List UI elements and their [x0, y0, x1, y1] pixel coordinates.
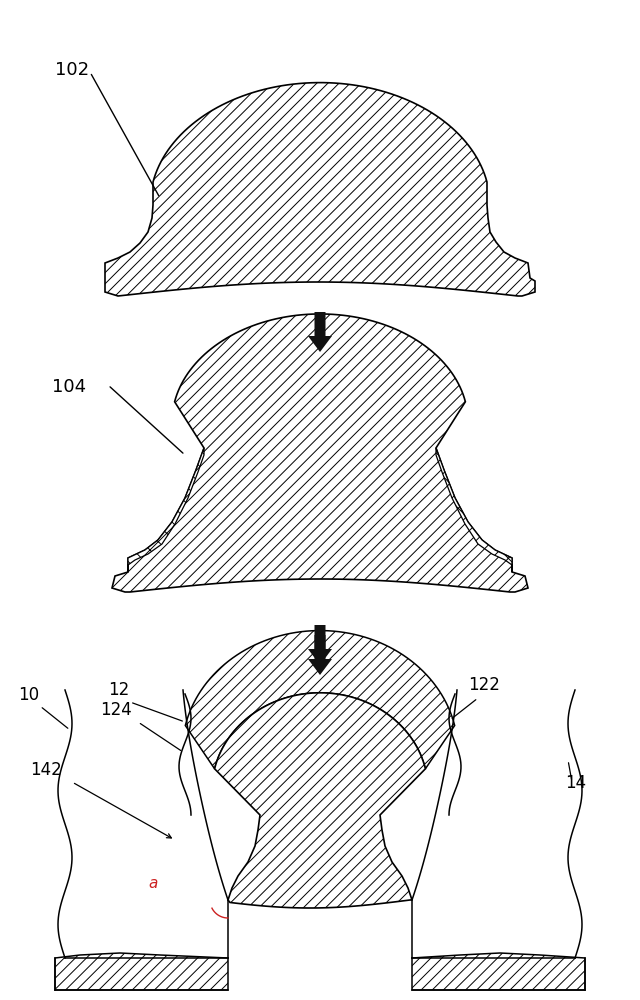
Polygon shape: [105, 83, 535, 296]
Polygon shape: [412, 953, 585, 990]
Text: 12: 12: [108, 681, 129, 699]
Polygon shape: [308, 625, 332, 665]
Text: 124: 124: [100, 701, 132, 719]
Text: 14: 14: [565, 774, 586, 792]
Text: 122: 122: [468, 676, 500, 694]
Text: a: a: [148, 876, 157, 891]
Polygon shape: [128, 448, 204, 572]
Polygon shape: [308, 635, 332, 675]
Polygon shape: [308, 312, 332, 352]
Polygon shape: [436, 448, 512, 572]
Text: 104: 104: [52, 378, 86, 396]
Text: 10: 10: [18, 686, 39, 704]
Polygon shape: [186, 631, 454, 769]
Polygon shape: [112, 314, 528, 592]
Text: 102: 102: [55, 61, 89, 79]
Polygon shape: [214, 693, 426, 908]
Text: 142: 142: [30, 761, 61, 779]
Polygon shape: [55, 953, 228, 990]
